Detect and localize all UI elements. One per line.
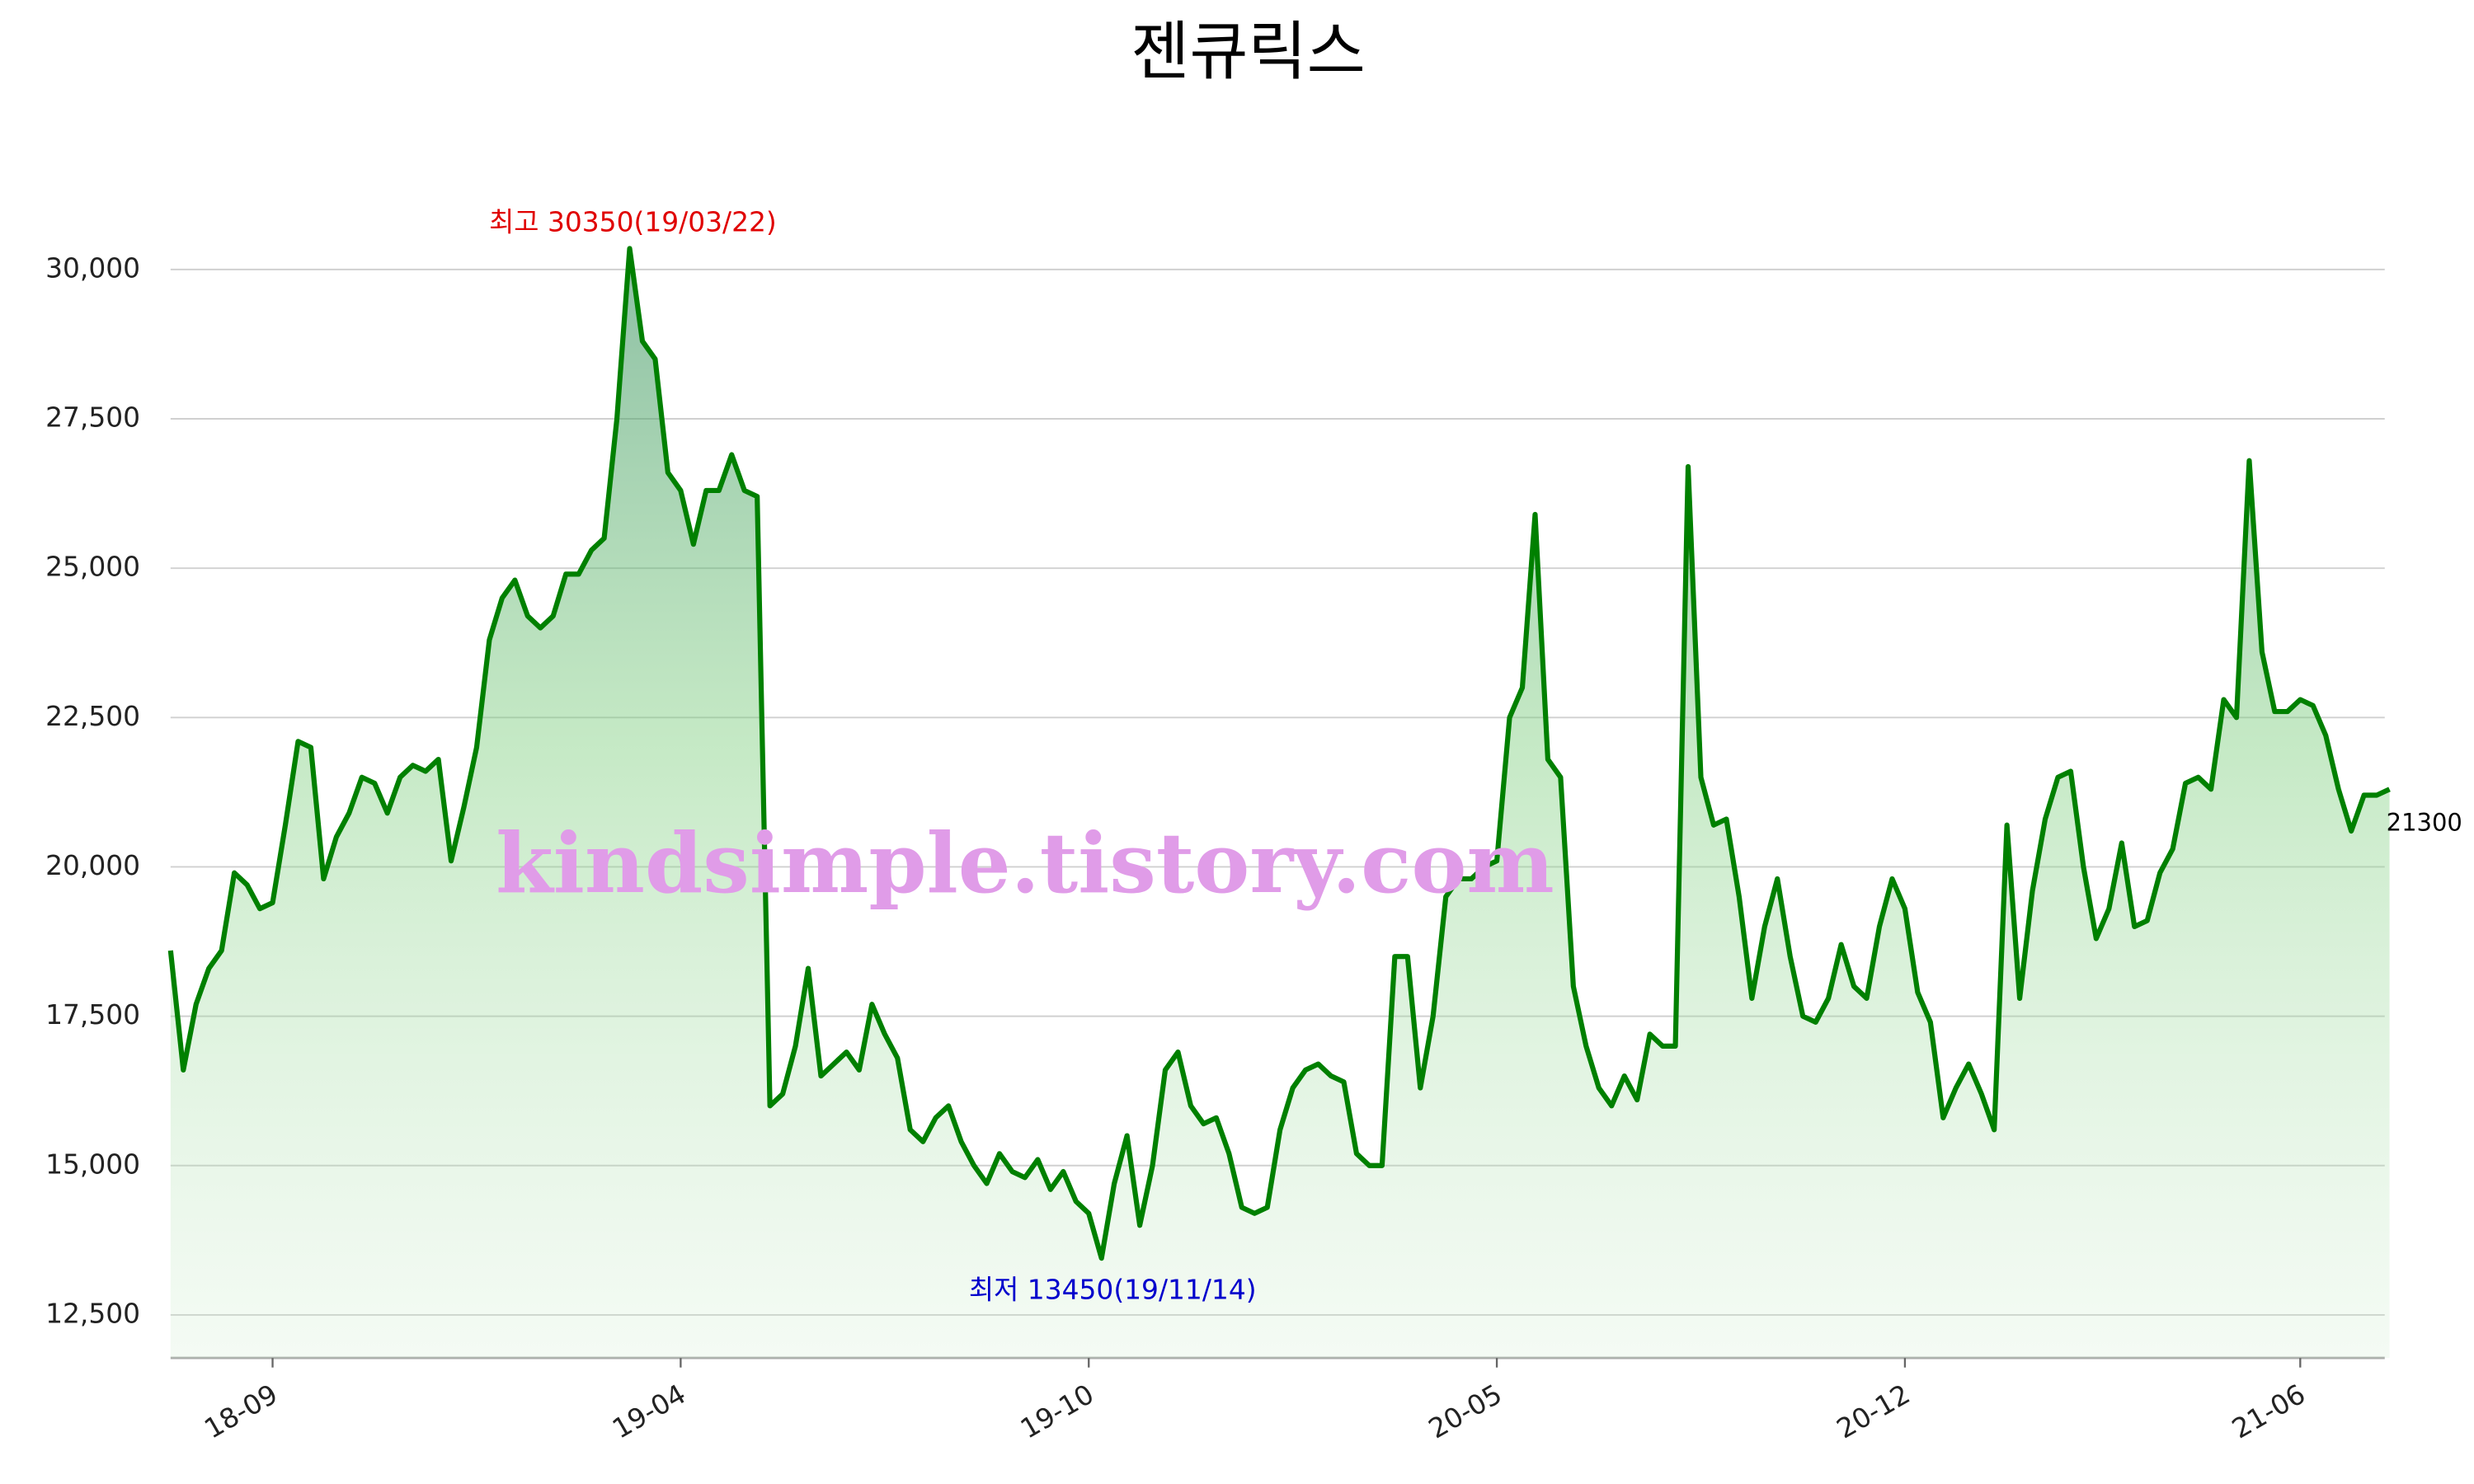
- x-tick-label: 20-05: [1423, 1378, 1507, 1445]
- last-value-label: 21300: [2387, 809, 2462, 837]
- y-tick-label: 20,000: [45, 849, 140, 881]
- x-tick-label: 19-04: [607, 1378, 691, 1445]
- x-tick-label: 21-06: [2227, 1378, 2311, 1445]
- watermark: kindsimple.tistory.com: [496, 815, 1554, 912]
- y-tick-label: 25,000: [45, 551, 140, 583]
- x-tick-label: 18-09: [199, 1378, 283, 1445]
- y-tick-label: 30,000: [45, 251, 140, 284]
- low-annotation: 최저 13450(19/11/14): [969, 1273, 1257, 1305]
- y-tick-label: 12,500: [45, 1297, 140, 1329]
- y-tick-label: 22,500: [45, 700, 140, 732]
- x-tick-label: 20-12: [1831, 1378, 1915, 1445]
- high-annotation: 최고 30350(19/03/22): [489, 205, 777, 237]
- chart-title: 젠큐릭스: [1131, 15, 1365, 89]
- price-line: [167, 246, 2391, 1261]
- y-tick-label: 27,500: [45, 402, 140, 434]
- y-tick-label: 17,500: [45, 998, 140, 1031]
- x-tick-label: 19-10: [1015, 1378, 1099, 1445]
- area: [170, 248, 2390, 1359]
- y-tick-label: 15,000: [45, 1148, 140, 1180]
